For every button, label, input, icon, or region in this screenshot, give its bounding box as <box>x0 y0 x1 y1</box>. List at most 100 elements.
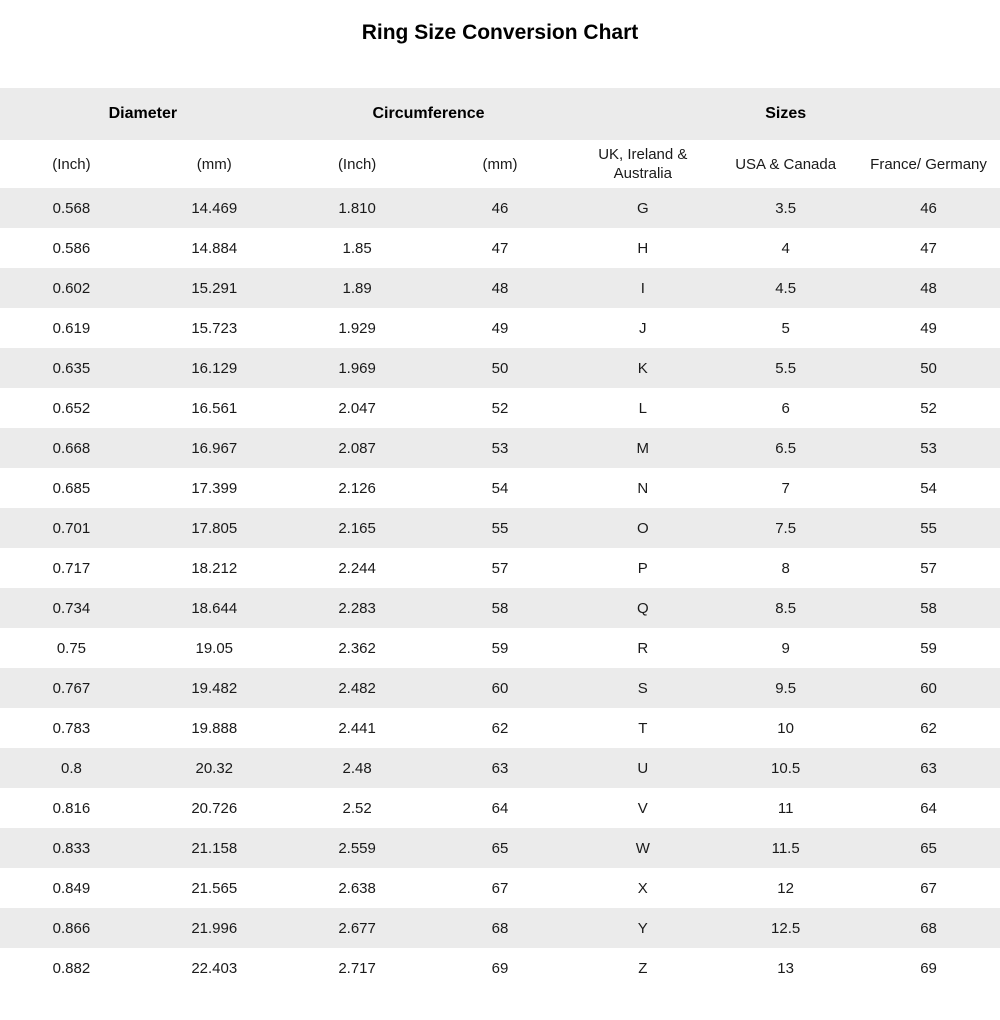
cell-circumference-inch: 1.969 <box>338 359 376 377</box>
column-header-france-germany: France/ Germany <box>870 155 987 173</box>
group-header-circumference: Circumference <box>285 88 572 140</box>
cell-circumference-inch: 2.283 <box>338 599 376 617</box>
cell-diameter-inch: 0.586 <box>52 239 91 257</box>
cell-diameter-mm: 21.158 <box>191 839 238 857</box>
column-header-circumference-inch: (Inch) <box>337 155 377 173</box>
cell-diameter-mm: 20.726 <box>191 799 238 817</box>
cell-circumference-mm: 65 <box>491 839 509 857</box>
cell-diameter-inch: 0.602 <box>52 279 91 297</box>
table-row: 0.816 20.726 2.52 64 V 11 64 <box>0 788 1000 828</box>
table-row: 0.586 14.884 1.85 47 H 4 47 <box>0 228 1000 268</box>
table-row: 0.767 19.482 2.482 60 S 9.5 60 <box>0 668 1000 708</box>
cell-circumference-inch: 1.929 <box>338 319 376 337</box>
cell-size-france-germany: 47 <box>920 239 937 257</box>
cell-size-usa-canada: 12 <box>777 879 794 897</box>
cell-size-france-germany: 54 <box>920 479 937 497</box>
cell-circumference-mm: 68 <box>491 919 509 937</box>
cell-diameter-mm: 19.888 <box>191 719 238 737</box>
cell-size-uk-ireland-australia: G <box>636 199 649 217</box>
ring-size-chart-page: Ring Size Conversion Chart Diameter Circ… <box>0 20 1000 1020</box>
cell-circumference-inch: 2.717 <box>338 959 376 977</box>
cell-size-usa-canada: 11 <box>777 799 794 817</box>
cell-circumference-mm: 57 <box>491 559 509 577</box>
cell-circumference-mm: 67 <box>491 879 509 897</box>
table-row: 0.75 19.05 2.362 59 R 9 59 <box>0 628 1000 668</box>
cell-size-france-germany: 53 <box>920 439 937 457</box>
table-row: 0.783 19.888 2.441 62 T 10 62 <box>0 708 1000 748</box>
cell-circumference-inch: 2.482 <box>338 679 376 697</box>
cell-diameter-inch: 0.668 <box>52 439 91 457</box>
cell-circumference-inch: 2.362 <box>338 639 376 657</box>
cell-size-uk-ireland-australia: Q <box>636 599 649 617</box>
cell-diameter-mm: 19.482 <box>191 679 238 697</box>
cell-diameter-inch: 0.652 <box>52 399 91 417</box>
cell-diameter-mm: 17.399 <box>191 479 238 497</box>
cell-size-usa-canada: 3.5 <box>775 199 797 217</box>
table-row: 0.568 14.469 1.810 46 G 3.5 46 <box>0 188 1000 228</box>
cell-circumference-inch: 2.677 <box>338 919 376 937</box>
cell-size-uk-ireland-australia: V <box>637 799 648 817</box>
cell-diameter-mm: 17.805 <box>191 519 238 537</box>
table-header: Diameter Circumference Sizes (Inch) (mm)… <box>0 88 1000 188</box>
cell-circumference-inch: 1.810 <box>338 199 376 217</box>
table-row: 0.635 16.129 1.969 50 K 5.5 50 <box>0 348 1000 388</box>
group-header-row: Diameter Circumference Sizes <box>0 88 1000 140</box>
cell-size-usa-canada: 12.5 <box>771 919 801 937</box>
cell-diameter-inch: 0.75 <box>56 639 87 657</box>
cell-diameter-mm: 15.291 <box>191 279 238 297</box>
cell-size-uk-ireland-australia: W <box>635 839 650 857</box>
cell-size-france-germany: 59 <box>920 639 937 657</box>
table-row: 0.734 18.644 2.283 58 Q 8.5 58 <box>0 588 1000 628</box>
cell-circumference-mm: 53 <box>491 439 509 457</box>
table-row: 0.701 17.805 2.165 55 O 7.5 55 <box>0 508 1000 548</box>
cell-circumference-inch: 2.48 <box>342 759 372 777</box>
cell-diameter-inch: 0.701 <box>52 519 91 537</box>
cell-size-france-germany: 50 <box>920 359 937 377</box>
table-row: 0.619 15.723 1.929 49 J 5 49 <box>0 308 1000 348</box>
cell-size-france-germany: 46 <box>920 199 937 217</box>
cell-diameter-inch: 0.866 <box>52 919 91 937</box>
cell-size-france-germany: 69 <box>920 959 937 977</box>
cell-circumference-mm: 59 <box>491 639 509 657</box>
cell-circumference-mm: 62 <box>491 719 509 737</box>
cell-size-france-germany: 52 <box>920 399 937 417</box>
cell-diameter-inch: 0.816 <box>52 799 91 817</box>
column-header-diameter-inch: (Inch) <box>52 155 91 173</box>
table-row: 0.882 22.403 2.717 69 Z 13 69 <box>0 948 1000 988</box>
cell-size-france-germany: 49 <box>920 319 937 337</box>
cell-size-usa-canada: 8 <box>781 559 790 577</box>
table-row: 0.866 21.996 2.677 68 Y 12.5 68 <box>0 908 1000 948</box>
cell-size-usa-canada: 8.5 <box>775 599 797 617</box>
cell-diameter-mm: 22.403 <box>191 959 238 977</box>
cell-circumference-inch: 1.85 <box>342 239 372 257</box>
cell-circumference-inch: 2.244 <box>338 559 376 577</box>
cell-circumference-mm: 47 <box>491 239 509 257</box>
cell-size-uk-ireland-australia: I <box>640 279 645 297</box>
cell-size-uk-ireland-australia: O <box>636 519 649 537</box>
cell-diameter-inch: 0.568 <box>52 199 91 217</box>
table-row: 0.833 21.158 2.559 65 W 11.5 65 <box>0 828 1000 868</box>
cell-size-france-germany: 65 <box>920 839 937 857</box>
cell-size-uk-ireland-australia: T <box>638 719 648 737</box>
cell-size-usa-canada: 4.5 <box>775 279 797 297</box>
cell-diameter-mm: 18.644 <box>191 599 238 617</box>
cell-size-uk-ireland-australia: H <box>637 239 649 257</box>
cell-size-france-germany: 64 <box>920 799 937 817</box>
table-body: 0.568 14.469 1.810 46 G 3.5 46 0.586 14.… <box>0 188 1000 988</box>
cell-size-france-germany: 48 <box>920 279 937 297</box>
cell-diameter-mm: 20.32 <box>195 759 234 777</box>
table-row: 0.8 20.32 2.48 63 U 10.5 63 <box>0 748 1000 788</box>
cell-diameter-inch: 0.849 <box>52 879 91 897</box>
cell-diameter-inch: 0.685 <box>52 479 91 497</box>
column-header-diameter-mm: (mm) <box>196 155 232 173</box>
cell-circumference-inch: 2.559 <box>338 839 376 857</box>
cell-circumference-mm: 52 <box>491 399 509 417</box>
cell-size-france-germany: 67 <box>920 879 937 897</box>
cell-size-uk-ireland-australia: S <box>637 679 648 697</box>
cell-circumference-mm: 49 <box>491 319 509 337</box>
cell-size-usa-canada: 6.5 <box>775 439 797 457</box>
cell-size-uk-ireland-australia: L <box>638 399 647 417</box>
cell-diameter-mm: 14.469 <box>191 199 238 217</box>
cell-circumference-mm: 63 <box>491 759 509 777</box>
cell-circumference-inch: 2.441 <box>338 719 376 737</box>
